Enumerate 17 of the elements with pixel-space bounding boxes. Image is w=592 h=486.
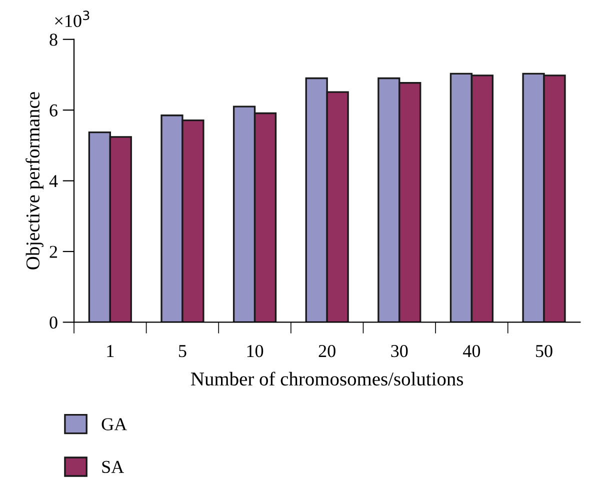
x-tick-label: 5 — [179, 345, 186, 358]
y-axis-title: Objective performance — [26, 92, 44, 270]
x-tick-label: 40 — [463, 344, 480, 358]
y-tick-label: 8 — [50, 34, 58, 46]
x-tick-label: 30 — [391, 344, 408, 358]
x-tick-label: 1 — [107, 345, 114, 357]
x-axis-title: Number of chromosomes/solutions — [191, 372, 464, 386]
legend-label: SA — [102, 460, 124, 474]
x-tick-label: 50 — [536, 344, 552, 358]
x-tick-label: 10 — [247, 344, 264, 358]
y-tick-label: 0 — [50, 316, 58, 329]
x-tick-label: 20 — [318, 344, 336, 358]
text: ×10$^{3}$ — [55, 10, 90, 28]
legend-label: GA — [102, 418, 127, 430]
y-tick-label: 6 — [50, 104, 58, 117]
y-tick-label: 4 — [49, 175, 58, 188]
y-tick-label: 2 — [50, 246, 58, 258]
